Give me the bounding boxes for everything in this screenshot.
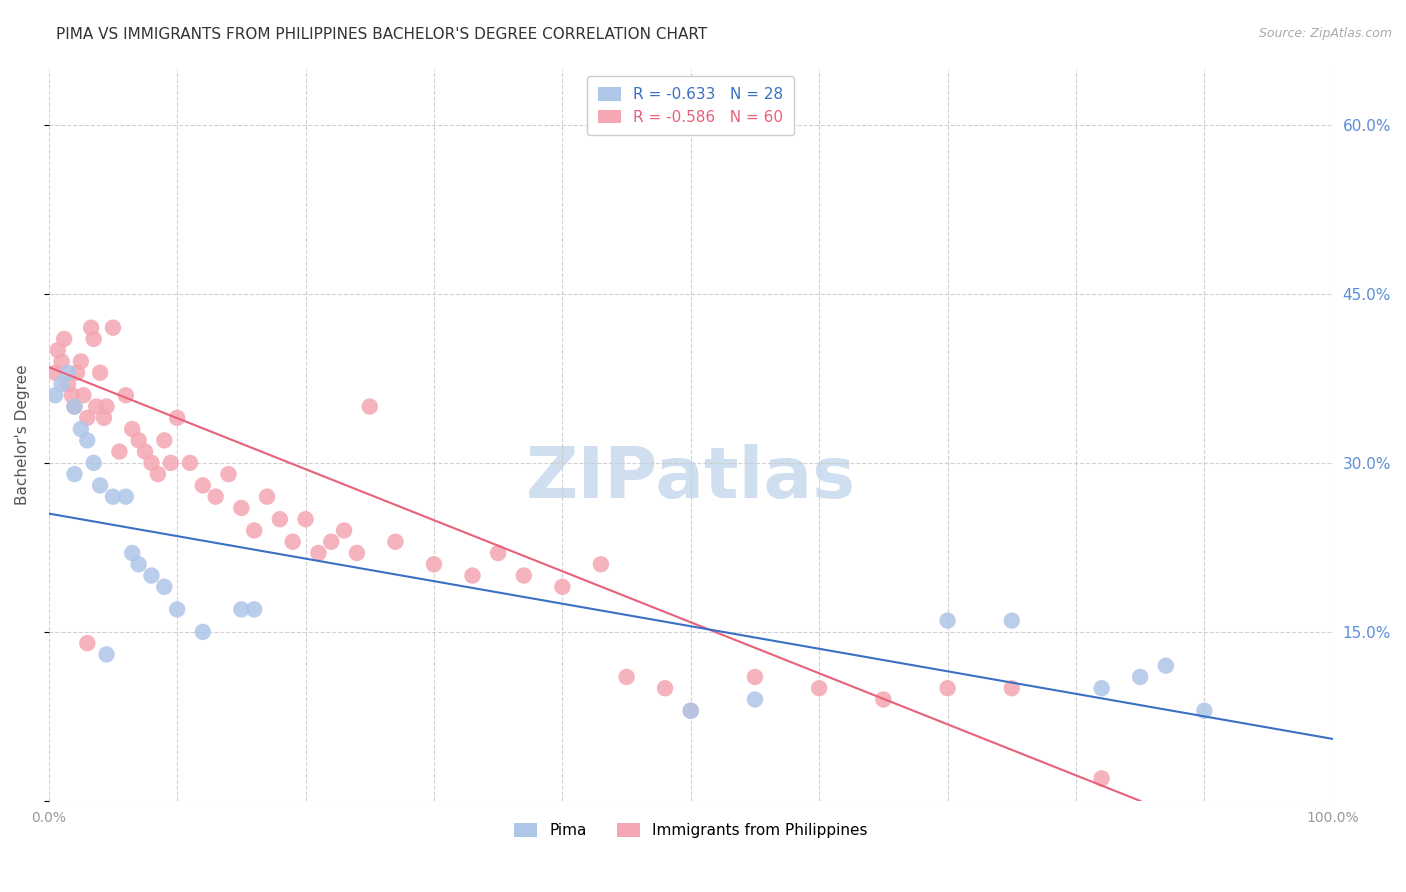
Point bbox=[134, 444, 156, 458]
Text: Source: ZipAtlas.com: Source: ZipAtlas.com bbox=[1258, 27, 1392, 40]
Point bbox=[121, 546, 143, 560]
Point bbox=[679, 704, 702, 718]
Point bbox=[936, 681, 959, 696]
Point bbox=[166, 602, 188, 616]
Y-axis label: Bachelor's Degree: Bachelor's Degree bbox=[15, 365, 30, 505]
Point bbox=[114, 490, 136, 504]
Point bbox=[654, 681, 676, 696]
Point bbox=[1091, 681, 1114, 696]
Point bbox=[128, 434, 150, 448]
Legend: Pima, Immigrants from Philippines: Pima, Immigrants from Philippines bbox=[508, 817, 873, 845]
Point bbox=[243, 524, 266, 538]
Point bbox=[204, 490, 226, 504]
Point bbox=[153, 434, 176, 448]
Point bbox=[121, 422, 143, 436]
Point bbox=[231, 602, 253, 616]
Point bbox=[191, 478, 214, 492]
Point bbox=[128, 558, 150, 572]
Point bbox=[1001, 681, 1024, 696]
Point bbox=[101, 320, 124, 334]
Point bbox=[141, 568, 163, 582]
Point bbox=[307, 546, 329, 560]
Point bbox=[72, 388, 94, 402]
Point bbox=[346, 546, 368, 560]
Point bbox=[56, 376, 79, 391]
Point bbox=[1129, 670, 1152, 684]
Point bbox=[93, 410, 115, 425]
Point bbox=[281, 534, 304, 549]
Point bbox=[76, 636, 98, 650]
Point bbox=[153, 580, 176, 594]
Point bbox=[616, 670, 638, 684]
Text: PIMA VS IMMIGRANTS FROM PHILIPPINES BACHELOR'S DEGREE CORRELATION CHART: PIMA VS IMMIGRANTS FROM PHILIPPINES BACH… bbox=[56, 27, 707, 42]
Point bbox=[44, 366, 66, 380]
Point bbox=[51, 376, 73, 391]
Point bbox=[70, 422, 93, 436]
Point bbox=[744, 670, 766, 684]
Point bbox=[63, 467, 86, 482]
Point bbox=[513, 568, 536, 582]
Point bbox=[96, 648, 118, 662]
Text: ZIPatlas: ZIPatlas bbox=[526, 444, 856, 513]
Point bbox=[96, 400, 118, 414]
Point bbox=[294, 512, 316, 526]
Point bbox=[872, 692, 894, 706]
Point bbox=[589, 558, 612, 572]
Point bbox=[423, 558, 446, 572]
Point bbox=[84, 400, 107, 414]
Point bbox=[936, 614, 959, 628]
Point bbox=[101, 490, 124, 504]
Point bbox=[114, 388, 136, 402]
Point bbox=[83, 332, 105, 346]
Point bbox=[218, 467, 240, 482]
Point bbox=[80, 320, 103, 334]
Point bbox=[141, 456, 163, 470]
Point bbox=[60, 388, 83, 402]
Point bbox=[231, 500, 253, 515]
Point bbox=[76, 410, 98, 425]
Point bbox=[76, 434, 98, 448]
Point bbox=[384, 534, 406, 549]
Point bbox=[359, 400, 381, 414]
Point bbox=[159, 456, 181, 470]
Point bbox=[269, 512, 291, 526]
Point bbox=[1091, 772, 1114, 786]
Point bbox=[1194, 704, 1216, 718]
Point bbox=[46, 343, 69, 358]
Point bbox=[44, 388, 66, 402]
Point bbox=[66, 366, 89, 380]
Point bbox=[1001, 614, 1024, 628]
Point bbox=[63, 400, 86, 414]
Point bbox=[486, 546, 509, 560]
Point bbox=[56, 366, 79, 380]
Point bbox=[166, 410, 188, 425]
Point bbox=[89, 478, 111, 492]
Point bbox=[179, 456, 201, 470]
Point bbox=[53, 332, 76, 346]
Point bbox=[333, 524, 356, 538]
Point bbox=[256, 490, 278, 504]
Point bbox=[461, 568, 484, 582]
Point bbox=[191, 624, 214, 639]
Point bbox=[146, 467, 169, 482]
Point bbox=[70, 354, 93, 368]
Point bbox=[1154, 658, 1177, 673]
Point bbox=[63, 400, 86, 414]
Point bbox=[321, 534, 343, 549]
Point bbox=[679, 704, 702, 718]
Point bbox=[808, 681, 831, 696]
Point bbox=[89, 366, 111, 380]
Point bbox=[243, 602, 266, 616]
Point bbox=[551, 580, 574, 594]
Point bbox=[51, 354, 73, 368]
Point bbox=[83, 456, 105, 470]
Point bbox=[744, 692, 766, 706]
Point bbox=[108, 444, 131, 458]
